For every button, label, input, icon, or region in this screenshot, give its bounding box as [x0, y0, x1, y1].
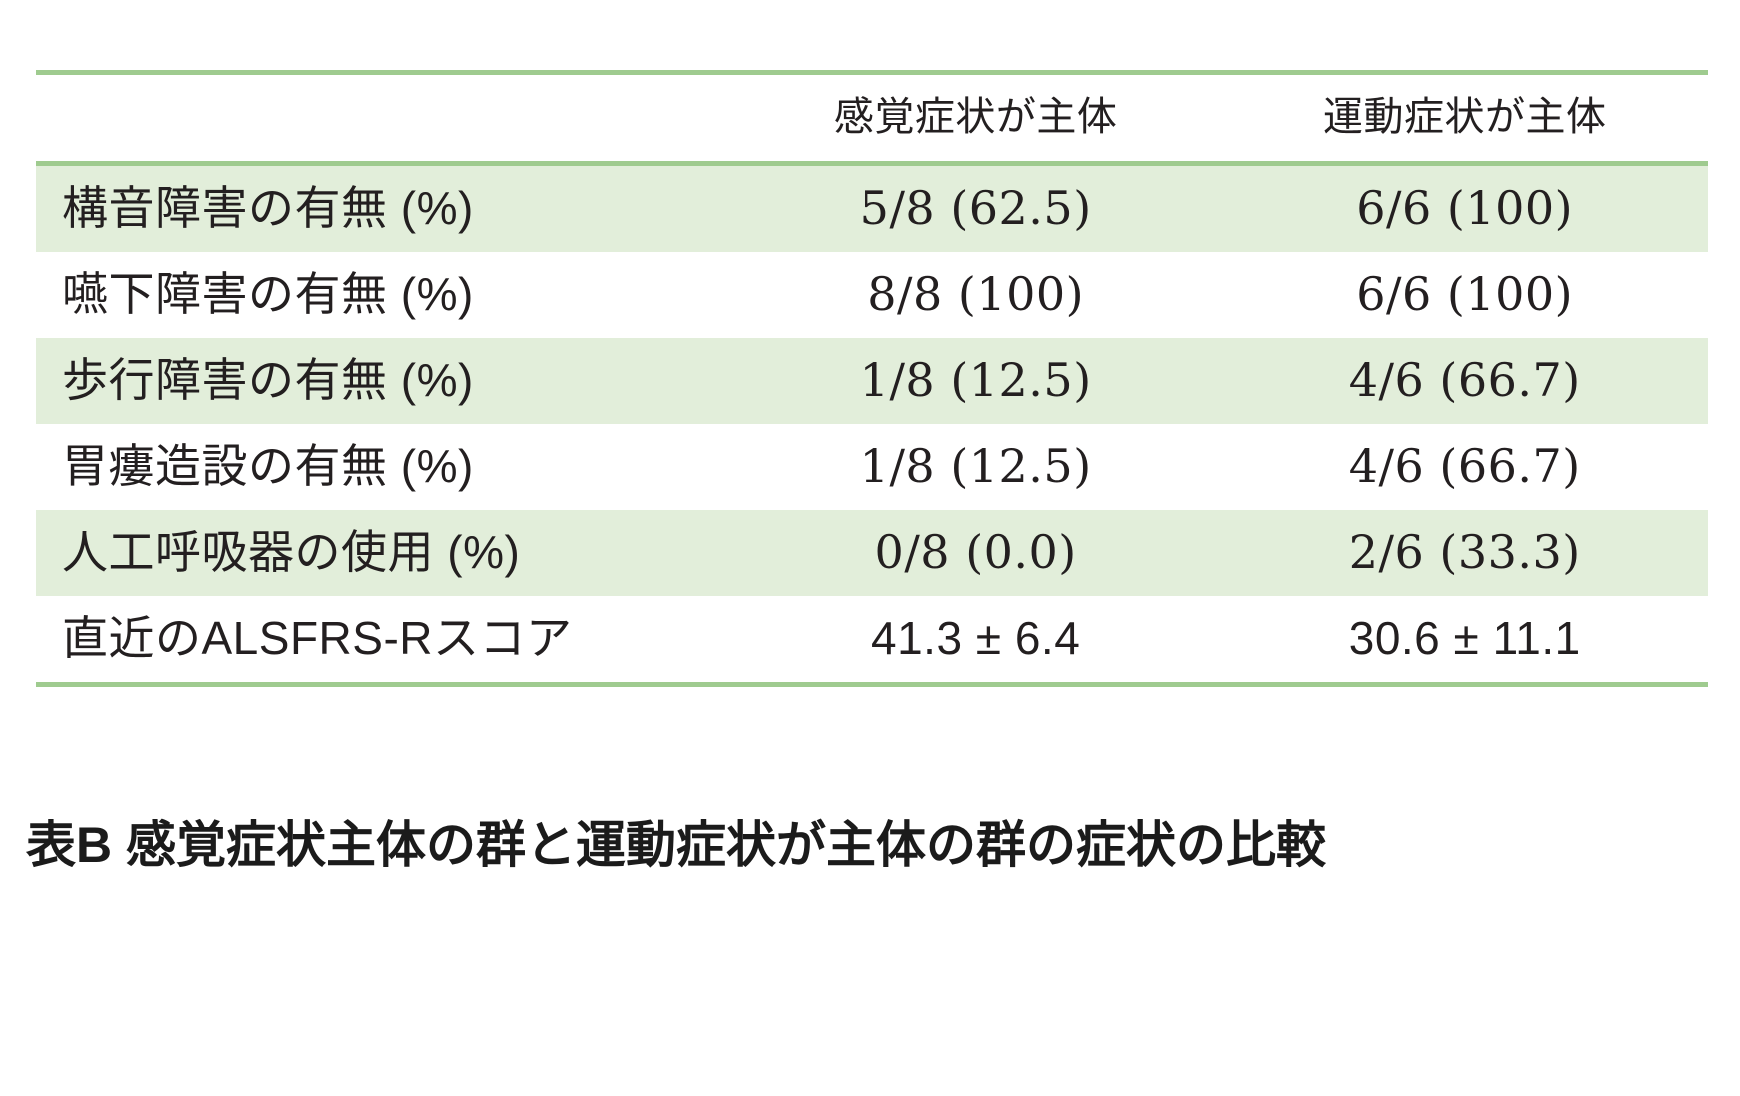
- row-value-sensory: 0/8 (0.0): [729, 510, 1222, 596]
- row-label: 胃瘻造設の有無 (%): [62, 440, 474, 492]
- table-row: 嚥下障害の有無 (%) 8/8 (100) 6/6 (100): [36, 252, 1708, 338]
- row-value-sensory: 1/8 (12.5): [729, 338, 1222, 424]
- table-caption: 表B 感覚症状主体の群と運動症状が主体の群の症状の比較: [26, 817, 1326, 873]
- row-value-motor: 4/6 (66.7): [1221, 338, 1708, 424]
- table-bottom-rule: [36, 682, 1708, 687]
- table-row: 胃瘻造設の有無 (%) 1/8 (12.5) 4/6 (66.7): [36, 424, 1708, 510]
- row-label: 構音障害の有無 (%): [36, 166, 730, 252]
- table-body: 構音障害の有無 (%) 5/8 (62.5) 6/6 (100) 嚥下障害の有無…: [36, 166, 1708, 682]
- row-value-motor: 6/6 (100): [1221, 166, 1708, 252]
- table-row: 人工呼吸器の使用 (%) 0/8 (0.0) 2/6 (33.3): [36, 510, 1708, 596]
- row-value-motor: 6/6 (100): [1356, 267, 1574, 321]
- row-value-sensory: 41.3 ± 6.4: [871, 612, 1081, 664]
- header-row: 感覚症状が主体 運動症状が主体: [36, 75, 1708, 161]
- row-label: 嚥下障害の有無 (%): [62, 268, 474, 320]
- row-value-sensory: 5/8 (62.5): [729, 166, 1222, 252]
- row-value-sensory: 8/8 (100): [867, 267, 1085, 321]
- row-label: 人工呼吸器の使用 (%): [36, 510, 730, 596]
- row-value-motor: 2/6 (33.3): [1221, 510, 1708, 596]
- table-top-rule: [36, 70, 1708, 75]
- row-value-motor: 30.6 ± 11.1: [1348, 612, 1581, 664]
- comparison-table-body: 構音障害の有無 (%) 5/8 (62.5) 6/6 (100) 嚥下障害の有無…: [36, 166, 1708, 682]
- table-header-rule: [36, 161, 1708, 166]
- table-row: 構音障害の有無 (%) 5/8 (62.5) 6/6 (100): [36, 166, 1708, 252]
- row-label: 直近のALSFRS-Rスコア: [62, 612, 573, 664]
- row-value-sensory: 1/8 (12.5): [859, 439, 1092, 493]
- row-label: 歩行障害の有無 (%): [36, 338, 730, 424]
- table-header: 感覚症状が主体 運動症状が主体: [36, 75, 1708, 161]
- comparison-table-container: 感覚症状が主体 運動症状が主体 構音障害の有無 (%) 5/8 (62.5) 6…: [36, 70, 1708, 687]
- header-cell-row-label: [36, 75, 730, 161]
- header-cell-sensory: 感覚症状が主体: [833, 95, 1118, 139]
- header-cell-motor: 運動症状が主体: [1322, 95, 1607, 139]
- comparison-table: 感覚症状が主体 運動症状が主体: [36, 75, 1708, 161]
- table-row: 歩行障害の有無 (%) 1/8 (12.5) 4/6 (66.7): [36, 338, 1708, 424]
- table-row: 直近のALSFRS-Rスコア 41.3 ± 6.4 30.6 ± 11.1: [36, 596, 1708, 682]
- row-value-motor: 4/6 (66.7): [1348, 439, 1581, 493]
